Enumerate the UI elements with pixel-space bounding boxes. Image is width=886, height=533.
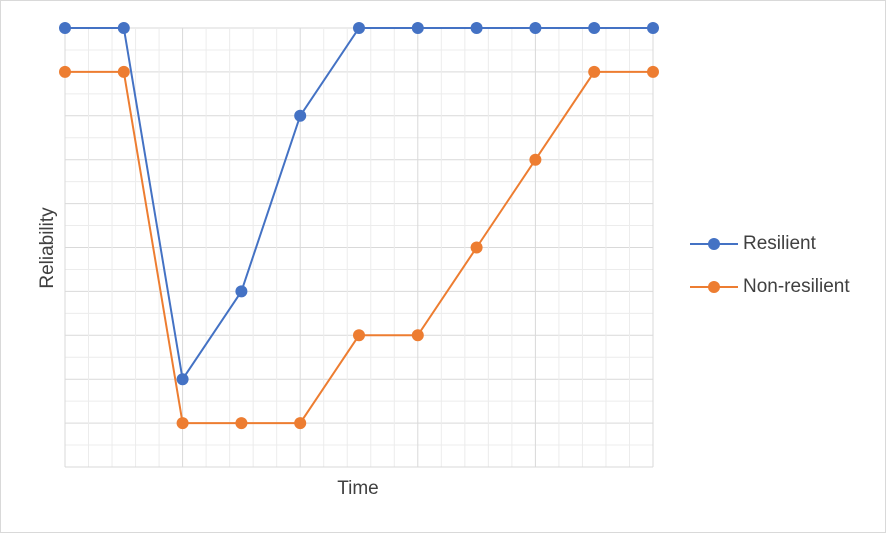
legend-label: Resilient bbox=[743, 233, 817, 254]
data-point bbox=[353, 329, 365, 342]
data-point bbox=[117, 22, 130, 34]
legend-label: Non-resilient bbox=[743, 276, 850, 297]
data-point bbox=[294, 417, 307, 430]
data-point bbox=[529, 22, 542, 34]
data-point bbox=[235, 285, 248, 298]
legend-marker bbox=[708, 238, 720, 250]
data-point bbox=[59, 65, 71, 78]
data-point bbox=[529, 153, 542, 166]
data-point bbox=[176, 417, 189, 430]
data-point bbox=[470, 241, 483, 254]
data-point bbox=[235, 417, 248, 430]
data-point bbox=[353, 22, 365, 34]
data-point bbox=[411, 329, 424, 342]
data-point bbox=[647, 65, 659, 78]
data-point bbox=[117, 65, 130, 78]
x-axis-label: Time bbox=[337, 478, 379, 499]
data-point bbox=[294, 109, 307, 122]
data-point bbox=[470, 22, 483, 34]
data-point bbox=[588, 22, 601, 34]
y-axis-label: Reliability bbox=[37, 207, 58, 289]
data-point bbox=[588, 65, 601, 78]
data-point bbox=[59, 22, 71, 34]
data-point bbox=[647, 22, 659, 34]
data-point bbox=[176, 373, 189, 386]
legend-marker bbox=[708, 281, 720, 293]
data-point bbox=[411, 22, 424, 34]
